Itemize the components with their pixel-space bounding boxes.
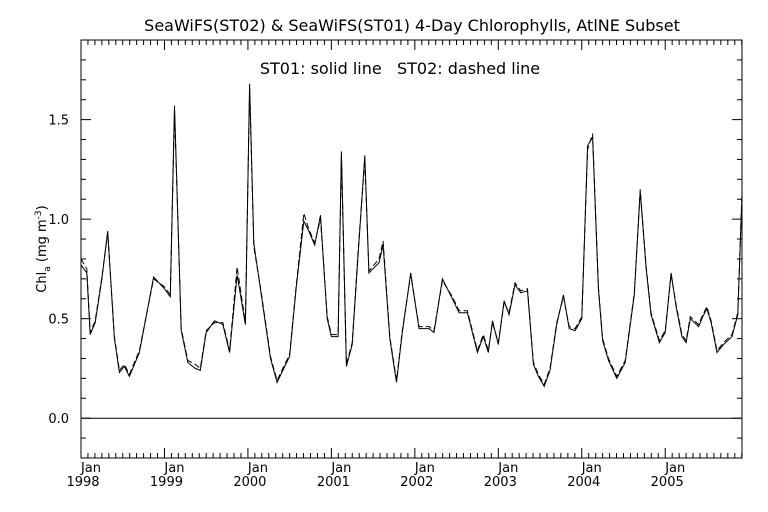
y-tick-label: 1.0 (48, 213, 69, 228)
y-axis-label-subscript: a (43, 266, 53, 272)
x-tick-year-label: 1999 (150, 475, 183, 490)
y-tick-label: 1.5 (48, 114, 69, 129)
x-tick-month-label: Jan (581, 461, 602, 476)
series-lines (80, 83, 743, 388)
y-axis-label-units: (mg m (35, 219, 50, 266)
x-tick-month-label: Jan (497, 461, 518, 476)
x-tick-year-label: 1998 (66, 475, 99, 490)
chart-title: SeaWiFS(ST02) & SeaWiFS(ST01) 4-Day Chlo… (144, 16, 680, 35)
x-tick-year-label: 2004 (567, 475, 600, 490)
y-tick-label: 0.0 (48, 412, 69, 427)
x-tick-month-label: Jan (414, 461, 435, 476)
y-axis-label-superscript: -3 (34, 210, 44, 219)
y-tick-label: 0.5 (48, 313, 69, 328)
x-tick-month-label: Jan (330, 461, 351, 476)
x-tick-month-label: Jan (664, 461, 685, 476)
x-tick-year-label: 2001 (317, 475, 350, 490)
line-style-annotation: ST01: solid line ST02: dashed line (260, 59, 540, 78)
y-axis-label: Chla (mg m-3) (34, 205, 53, 292)
x-tick-month-label: Jan (80, 461, 101, 476)
plot-frame (80, 39, 743, 459)
x-tick-year-label: 2003 (484, 475, 517, 490)
series-line-st02 (80, 87, 743, 386)
x-tick-year-label: 2000 (233, 475, 266, 490)
y-axis: 0.0 0.5 1.0 1.5 (48, 59, 742, 439)
x-tick-year-label: 2005 (651, 475, 684, 490)
y-axis-label-close: ) (35, 205, 50, 210)
y-axis-label-base: Chl (35, 272, 50, 293)
x-axis: Jan1998Jan1999Jan2000Jan2001Jan2002Jan20… (66, 40, 743, 490)
x-tick-month-label: Jan (247, 461, 268, 476)
x-tick-year-label: 2002 (400, 475, 433, 490)
x-tick-month-label: Jan (163, 461, 184, 476)
series-line-st01 (80, 83, 743, 388)
